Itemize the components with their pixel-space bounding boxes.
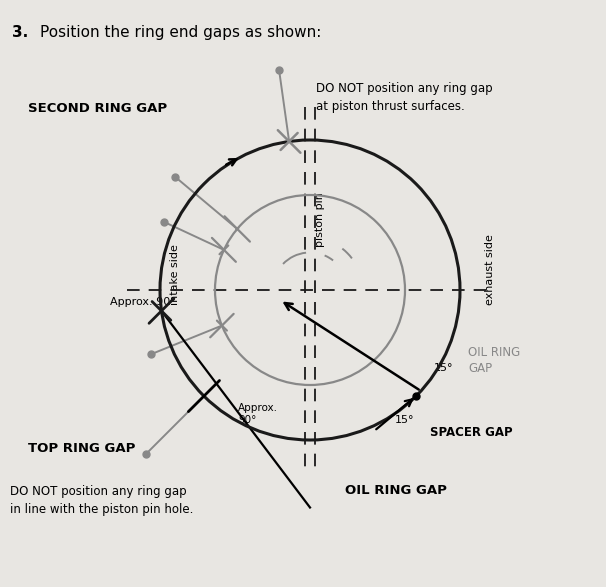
Text: DO NOT position any ring gap
in line with the piston pin hole.: DO NOT position any ring gap in line wit… [10,485,193,516]
Text: piston pin: piston pin [315,193,325,248]
Text: intake side: intake side [170,245,180,305]
Text: DO NOT position any ring gap
at piston thrust surfaces.: DO NOT position any ring gap at piston t… [316,82,493,113]
Text: SECOND RING GAP: SECOND RING GAP [28,102,167,114]
Text: OIL RING GAP: OIL RING GAP [345,484,447,497]
Text: exhaust side: exhaust side [485,235,495,305]
Text: 15°: 15° [434,363,453,373]
Text: Position the ring end gaps as shown:: Position the ring end gaps as shown: [40,25,321,40]
Text: Approx. 90°: Approx. 90° [110,297,176,307]
Text: 15°: 15° [395,415,415,425]
Text: Approx.
90°: Approx. 90° [238,403,278,426]
Text: OIL RING
GAP: OIL RING GAP [468,346,520,375]
Text: SPACER GAP: SPACER GAP [430,426,513,438]
Text: 3.: 3. [12,25,28,40]
Text: TOP RING GAP: TOP RING GAP [28,441,135,454]
